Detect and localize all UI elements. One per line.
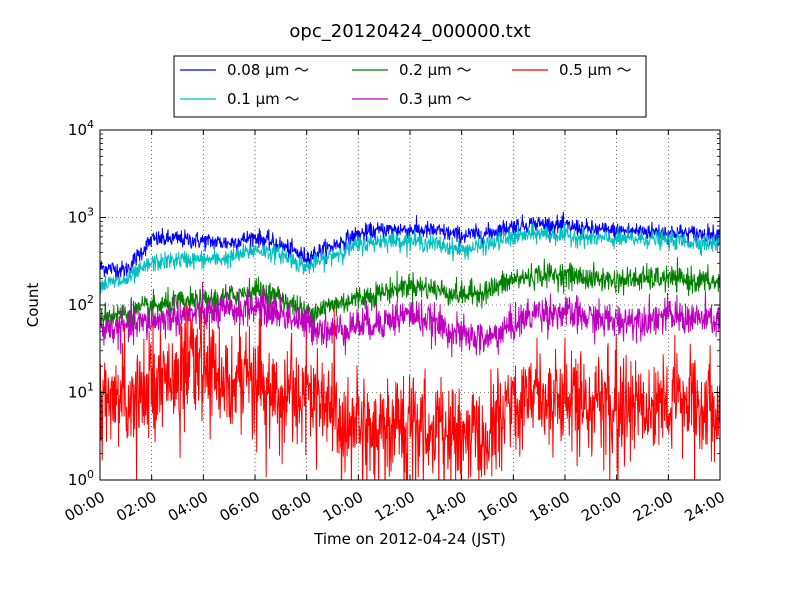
y-tick-label: 104 <box>68 118 94 139</box>
y-tick-label: 102 <box>68 293 94 314</box>
y-tick-labels: 100 101 102 103 104 <box>68 118 94 489</box>
x-tick-label: 12:00 <box>372 488 418 525</box>
series-group <box>100 211 720 480</box>
ticks <box>99 129 721 481</box>
x-tick-label: 04:00 <box>165 488 211 525</box>
legend-label: 0.08 μm ～ <box>227 61 309 79</box>
plot-area <box>99 129 721 481</box>
x-tick-label: 06:00 <box>217 488 263 525</box>
x-tick-label: 20:00 <box>578 488 624 525</box>
x-tick-label: 00:00 <box>62 488 108 525</box>
x-tick-label: 24:00 <box>682 488 728 525</box>
legend-frame <box>173 55 647 118</box>
x-tick-label: 02:00 <box>113 488 159 525</box>
y-axis-label: Count <box>24 283 42 328</box>
legend-label: 0.3 μm ～ <box>399 90 472 108</box>
x-axis-label: Time on 2012-04-24 (JST) <box>313 530 506 548</box>
x-tick-labels: 00:00 02:00 04:00 06:00 08:00 10:00 12:00 14:00… <box>62 488 728 525</box>
x-tick-label: 16:00 <box>475 488 521 525</box>
x-tick-label: 18:00 <box>527 488 573 525</box>
series-line-4 <box>100 281 720 358</box>
legend-label: 0.1 μm ～ <box>227 90 300 108</box>
series-line-5 <box>100 302 720 480</box>
y-tick-label: 103 <box>68 206 94 227</box>
x-tick-label: 14:00 <box>423 488 469 525</box>
legend-label: 0.2 μm ～ <box>399 61 472 79</box>
x-tick-label: 10:00 <box>320 488 366 525</box>
series-line-2 <box>100 222 720 294</box>
x-tick-label: 08:00 <box>268 488 314 525</box>
legend: 0.08 μm ～ 0.1 μm ～ 0.2 μm ～ 0.3 μm ～ 0.5 μm … <box>173 55 647 118</box>
chart-title: opc_20120424_000000.txt <box>289 21 530 42</box>
y-tick-label: 100 <box>68 468 94 489</box>
series-line-3 <box>100 257 720 329</box>
y-tick-label: 101 <box>68 381 94 402</box>
x-tick-label: 22:00 <box>630 488 676 525</box>
legend-label: 0.5 μm ～ <box>559 61 632 79</box>
